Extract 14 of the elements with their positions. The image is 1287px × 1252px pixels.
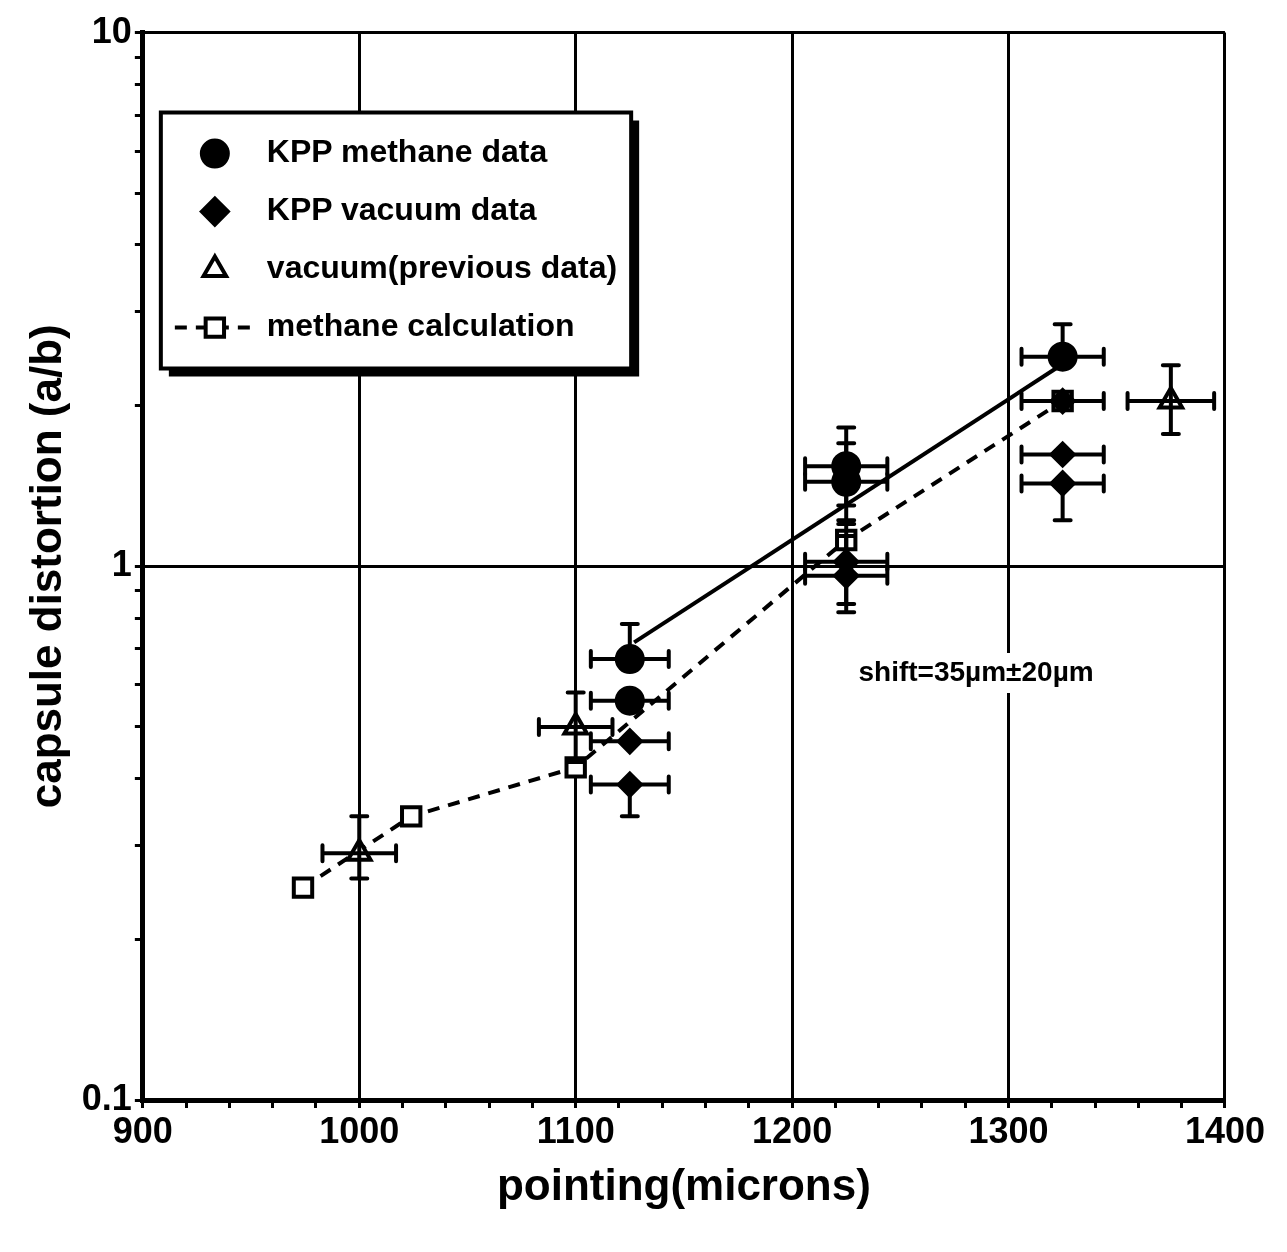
x-tick-label: 1100 <box>536 1109 615 1151</box>
legend-label: KPP methane data <box>266 133 548 170</box>
legend-label: KPP vacuum data <box>266 191 537 228</box>
legend-label: methane calculation <box>266 307 575 344</box>
annotation: shift=35µm±20µm <box>858 655 1094 687</box>
x-axis-title: pointing(microns) <box>496 1159 871 1209</box>
x-tick-label: 1200 <box>752 1109 833 1151</box>
x-tick-label: 1400 <box>1184 1109 1265 1151</box>
x-tick-label: 1000 <box>319 1109 400 1151</box>
legend-label: vacuum(previous data) <box>266 249 618 286</box>
y-axis-title: capsule distortion (a/b) <box>20 324 70 809</box>
x-tick-label: 1300 <box>968 1109 1049 1151</box>
y-tick-label: 10 <box>91 9 132 51</box>
y-tick-label: 1 <box>111 543 132 585</box>
